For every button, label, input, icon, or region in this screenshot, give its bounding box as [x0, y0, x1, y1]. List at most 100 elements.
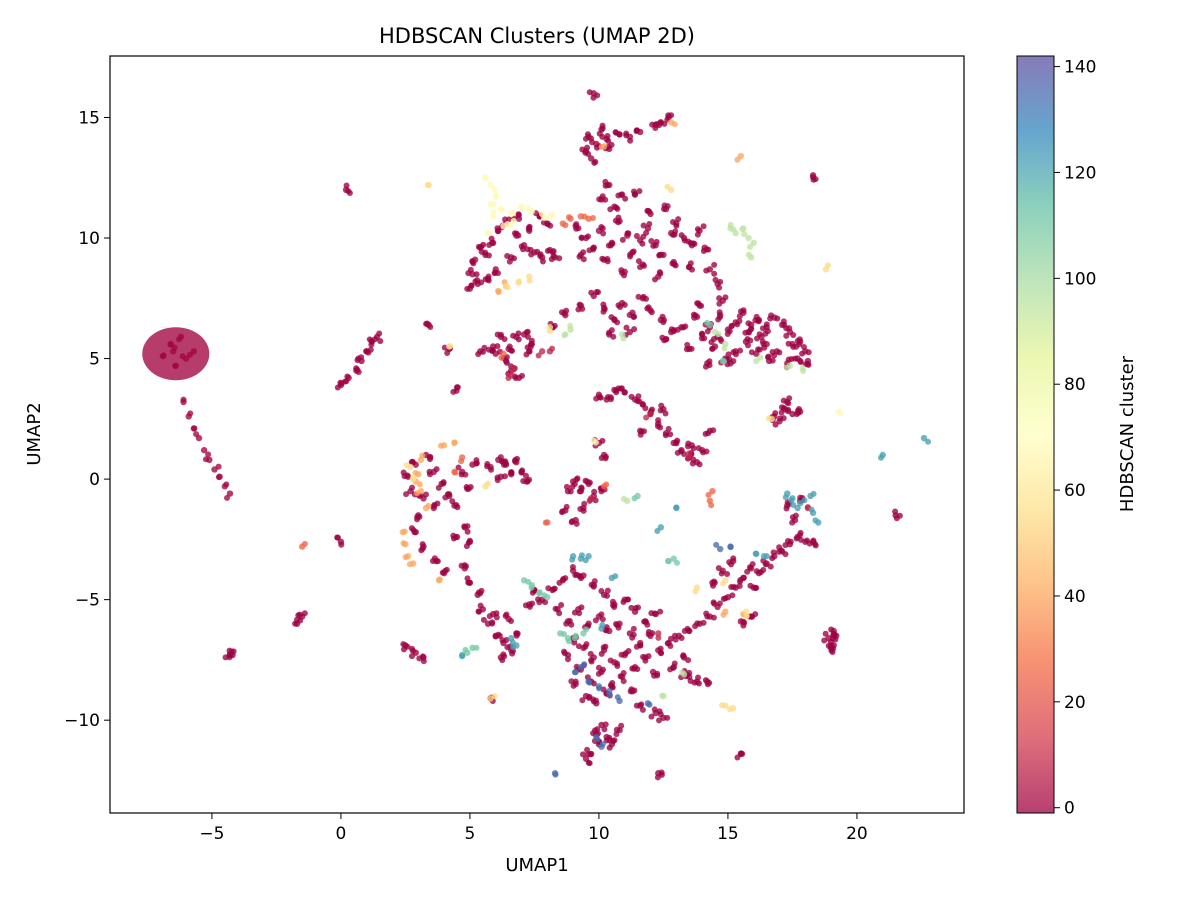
data-point — [301, 610, 308, 617]
data-point — [790, 502, 797, 509]
data-point — [626, 312, 633, 319]
data-point — [685, 657, 692, 664]
data-point — [593, 144, 600, 151]
data-point — [504, 284, 511, 291]
data-point — [704, 319, 711, 326]
data-point — [640, 222, 647, 229]
data-point — [426, 471, 433, 478]
colorbar-label: HDBSCAN cluster — [1117, 355, 1138, 512]
data-point — [292, 620, 299, 627]
data-point — [708, 502, 715, 509]
data-point — [718, 570, 725, 577]
data-point — [462, 471, 469, 478]
data-point — [524, 205, 531, 212]
cluster-series — [579, 112, 675, 166]
data-point — [648, 237, 655, 244]
data-point — [515, 211, 522, 218]
data-point — [754, 335, 761, 342]
data-point — [711, 600, 718, 607]
data-point — [776, 544, 783, 551]
data-point — [788, 497, 795, 504]
data-point — [797, 536, 804, 543]
data-point — [651, 610, 658, 617]
data-point — [584, 746, 591, 753]
data-point — [837, 410, 844, 417]
data-point — [579, 305, 586, 312]
data-point — [422, 491, 429, 498]
data-point — [790, 331, 797, 338]
data-point — [659, 692, 666, 699]
data-point — [653, 238, 660, 245]
data-point — [467, 484, 474, 491]
data-point — [578, 234, 585, 241]
data-point — [667, 666, 674, 673]
data-point — [717, 278, 724, 285]
data-point — [621, 272, 628, 279]
x-axis: −5 0 5 10 15 20 — [199, 813, 868, 844]
data-point — [607, 206, 614, 213]
data-point — [620, 495, 627, 502]
data-point — [618, 722, 625, 729]
data-point — [442, 494, 449, 501]
data-point — [581, 661, 588, 668]
data-point — [822, 630, 829, 637]
data-point — [484, 463, 491, 470]
data-point — [598, 611, 605, 618]
data-point — [789, 519, 796, 526]
data-point — [755, 318, 762, 325]
data-point — [585, 759, 592, 766]
data-point — [480, 616, 487, 623]
data-point — [433, 466, 440, 473]
data-point — [661, 317, 668, 324]
data-point — [618, 267, 625, 274]
data-point — [599, 255, 606, 262]
colorbar-tick-label: 0 — [1064, 799, 1075, 819]
data-point — [376, 330, 383, 337]
data-point — [684, 443, 691, 450]
data-point — [430, 502, 437, 509]
data-point — [506, 258, 513, 265]
data-point — [787, 538, 794, 545]
data-point — [740, 618, 747, 625]
data-point — [482, 174, 489, 181]
data-point — [205, 451, 212, 458]
data-point — [730, 555, 737, 562]
data-point — [680, 653, 687, 660]
data-point — [762, 330, 769, 337]
data-point — [408, 653, 415, 660]
data-point — [688, 345, 695, 352]
data-point — [642, 405, 649, 412]
data-point — [613, 731, 620, 738]
data-point — [645, 653, 652, 660]
cluster-series — [769, 395, 804, 428]
data-point — [637, 642, 644, 649]
data-point — [224, 494, 231, 501]
data-point — [176, 336, 183, 343]
data-point — [550, 586, 557, 593]
data-point — [570, 682, 577, 689]
data-point — [419, 452, 426, 459]
data-point — [586, 498, 593, 505]
data-point — [612, 573, 619, 580]
data-point — [643, 295, 650, 302]
data-point — [671, 632, 678, 639]
data-point — [702, 363, 709, 370]
data-point — [491, 186, 498, 193]
data-point — [576, 572, 583, 579]
data-point — [752, 585, 759, 592]
data-point — [500, 651, 507, 658]
data-point — [473, 271, 480, 278]
data-point — [643, 414, 650, 421]
data-point — [596, 196, 603, 203]
data-point — [662, 410, 669, 417]
data-point — [586, 89, 593, 96]
data-point — [515, 232, 522, 239]
data-point — [792, 512, 799, 519]
data-point — [728, 561, 735, 568]
data-point — [602, 721, 609, 728]
data-point — [736, 318, 743, 325]
data-point — [604, 587, 611, 594]
data-point — [613, 621, 620, 628]
data-point — [679, 669, 686, 676]
